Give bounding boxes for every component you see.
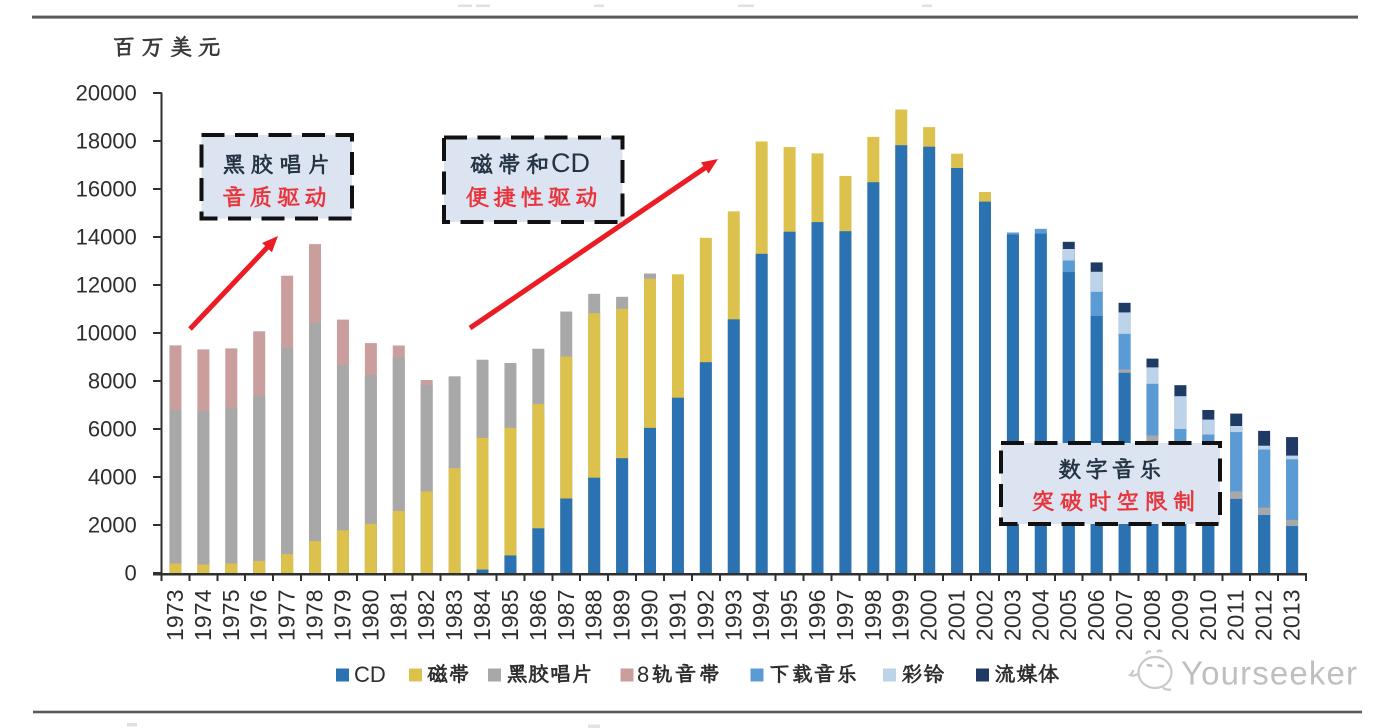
svg-text:2011: 2011 (1223, 590, 1249, 642)
svg-text:2013: 2013 (1279, 590, 1305, 642)
svg-text:1977: 1977 (274, 590, 300, 642)
svg-text:18000: 18000 (76, 129, 137, 154)
svg-text:2007: 2007 (1111, 590, 1137, 642)
svg-text:20000: 20000 (76, 81, 137, 106)
svg-text:1974: 1974 (190, 589, 216, 641)
svg-text:1988: 1988 (581, 590, 607, 642)
svg-text:1984: 1984 (469, 589, 495, 641)
svg-text:1986: 1986 (525, 590, 551, 642)
svg-text:6000: 6000 (88, 417, 137, 442)
svg-text:2009: 2009 (1167, 590, 1193, 642)
svg-text:1994: 1994 (748, 589, 774, 641)
svg-text:1996: 1996 (804, 590, 830, 642)
svg-text:4000: 4000 (88, 465, 137, 490)
svg-text:1981: 1981 (385, 590, 411, 642)
svg-text:1978: 1978 (302, 590, 328, 642)
svg-text:2000: 2000 (88, 513, 137, 538)
svg-text:1975: 1975 (218, 590, 244, 642)
svg-text:16000: 16000 (76, 177, 137, 202)
svg-text:CD: CD (354, 662, 386, 687)
svg-text:12000: 12000 (76, 273, 137, 298)
svg-text:2012: 2012 (1251, 590, 1277, 642)
svg-text:1990: 1990 (637, 590, 663, 642)
svg-text:1999: 1999 (888, 590, 914, 642)
svg-text:2010: 2010 (1195, 590, 1221, 642)
svg-text:1997: 1997 (832, 590, 858, 642)
svg-text:2001: 2001 (944, 590, 970, 642)
svg-text:8: 8 (637, 662, 649, 687)
svg-text:1976: 1976 (246, 590, 272, 642)
svg-text:14000: 14000 (76, 225, 137, 250)
svg-text:1993: 1993 (720, 590, 746, 642)
svg-text:1982: 1982 (413, 590, 439, 642)
svg-text:1983: 1983 (441, 590, 467, 642)
svg-text:Yourseeker: Yourseeker (1181, 655, 1357, 692)
svg-text:2005: 2005 (1055, 590, 1081, 642)
svg-text:1980: 1980 (357, 590, 383, 642)
svg-text:1998: 1998 (860, 590, 886, 642)
svg-text:1991: 1991 (664, 590, 690, 642)
svg-text:1979: 1979 (329, 590, 355, 642)
svg-text:10000: 10000 (76, 321, 137, 346)
svg-text:1973: 1973 (162, 590, 188, 642)
svg-text:2006: 2006 (1083, 590, 1109, 642)
svg-text:1995: 1995 (776, 590, 802, 642)
svg-text:2002: 2002 (972, 590, 998, 642)
svg-text:1989: 1989 (609, 590, 635, 642)
svg-text:CD: CD (551, 148, 590, 178)
svg-text:2004: 2004 (1027, 589, 1053, 641)
svg-text:1987: 1987 (553, 590, 579, 642)
svg-text:0: 0 (125, 561, 137, 586)
svg-text:1985: 1985 (497, 590, 523, 642)
svg-text:2000: 2000 (916, 590, 942, 642)
svg-text:2008: 2008 (1139, 590, 1165, 642)
svg-text:1992: 1992 (692, 590, 718, 642)
svg-text:8000: 8000 (88, 369, 137, 394)
svg-text:2003: 2003 (999, 590, 1025, 642)
